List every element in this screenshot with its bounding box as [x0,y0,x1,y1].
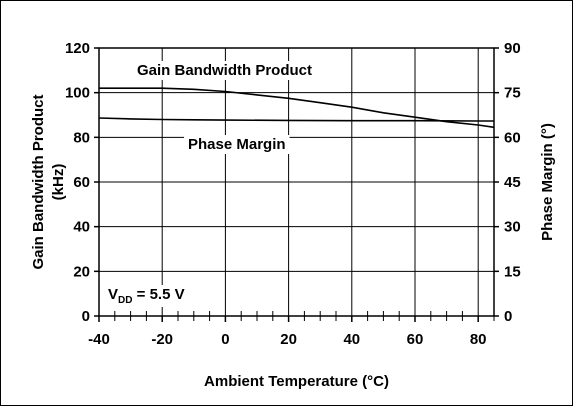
y-left-tick-label: 20 [73,263,90,280]
x-tick-label: 80 [470,331,487,348]
y-right-tick-label: 60 [504,129,521,146]
series-layer [98,87,495,129]
y-right-tick-label: 0 [504,308,512,325]
svg-text:VDD = 5.5 V: VDD = 5.5 V [108,286,185,306]
x-tick-label: -40 [88,331,110,348]
svg-text:Gain Bandwidth Product: Gain Bandwidth Product [137,62,312,79]
y-right-tick-label: 45 [504,174,521,191]
vdd-annotation: VDD = 5.5 V [104,285,189,307]
y-axis-left-title: Gain Bandwidth Product [30,94,47,269]
x-tick-label: 60 [407,331,424,348]
y-left-tick-label: 120 [65,40,90,57]
y-right-tick-label: 90 [504,40,521,57]
x-tick-label: 40 [343,331,360,348]
y-right-tick-label: 15 [504,263,521,280]
y-left-tick-label: 80 [73,129,90,146]
y-axis-left-unit: (kHz) [50,164,67,201]
vdd-value: = 5.5 V [132,286,184,303]
y-left-tick-label: 0 [82,308,90,325]
plot-area [98,47,495,317]
svg-text:Phase Margin: Phase Margin [188,136,286,153]
x-tick-label: 20 [280,331,297,348]
y-left-tick-label: 100 [65,85,90,102]
x-axis-title: Ambient Temperature (°C) [204,373,389,390]
series-label-phase-margin: Phase Margin [184,135,290,154]
x-tick-label: 0 [221,331,229,348]
vdd-subscript: DD [118,295,132,306]
y-axis-right-title: Phase Margin (°) [539,123,556,241]
axis-ticks [94,47,499,322]
y-right-tick-label: 75 [504,85,521,102]
y-right-tick-label: 30 [504,219,521,236]
vdd-symbol: V [108,286,118,303]
series-label-gain-bandwidth: Gain Bandwidth Product [133,61,317,80]
x-tick-label: -20 [151,331,173,348]
series-line-phase-margin [98,117,494,122]
y-left-tick-label: 60 [73,174,90,191]
y-left-tick-label: 40 [73,219,90,236]
tick-labels: 0 20 40 60 80 100 120 0 15 30 45 60 75 90 -40 -20 0 20 40 6… [65,40,521,348]
